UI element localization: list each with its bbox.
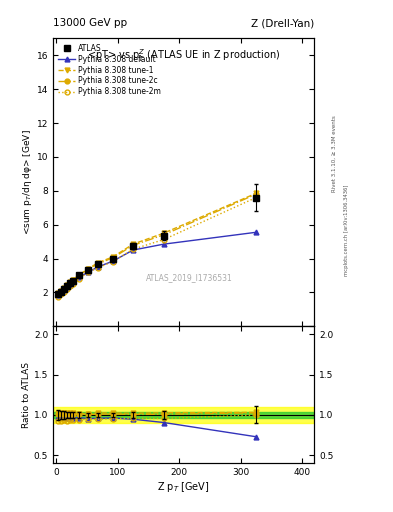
Y-axis label: <sum p$_T$/dη dφ> [GeV]: <sum p$_T$/dη dφ> [GeV] [21,130,34,235]
Text: 13000 GeV pp: 13000 GeV pp [53,18,127,28]
Text: mcplots.cern.ch [arXiv:1306.3436]: mcplots.cern.ch [arXiv:1306.3436] [344,185,349,276]
Text: Rivet 3.1.10, ≥ 3.3M events: Rivet 3.1.10, ≥ 3.3M events [332,115,337,192]
Bar [53,412,314,418]
Text: Z (Drell-Yan): Z (Drell-Yan) [251,18,314,28]
Bar [53,407,314,423]
Y-axis label: Ratio to ATLAS: Ratio to ATLAS [22,362,31,428]
Text: ATLAS_2019_I1736531: ATLAS_2019_I1736531 [145,273,232,282]
X-axis label: Z p$_T$ [GeV]: Z p$_T$ [GeV] [157,480,210,494]
Text: <pT> vs p$_T^Z$ (ATLAS UE in Z production): <pT> vs p$_T^Z$ (ATLAS UE in Z productio… [87,47,281,64]
Legend: ATLAS, Pythia 8.308 default, Pythia 8.308 tune-1, Pythia 8.308 tune-2c, Pythia 8: ATLAS, Pythia 8.308 default, Pythia 8.30… [57,42,163,98]
